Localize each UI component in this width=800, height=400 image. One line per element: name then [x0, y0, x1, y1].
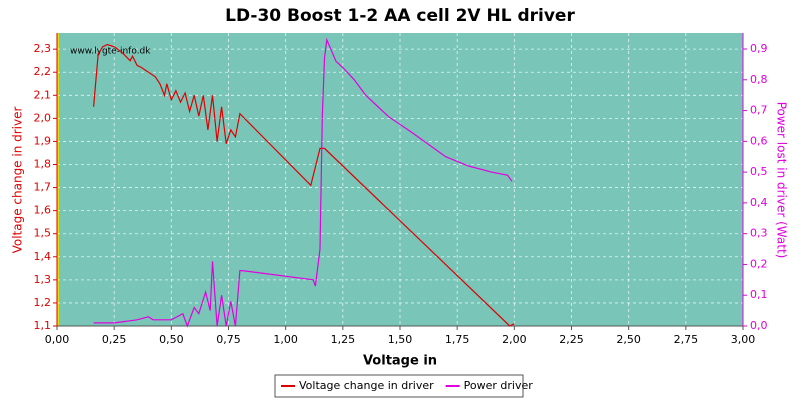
y-tick-label: 1,2: [34, 296, 52, 309]
legend-label: Voltage change in driver: [299, 379, 434, 392]
y-tick-label: 1,4: [34, 250, 52, 263]
y-tick-label: 2,2: [34, 65, 52, 78]
x-axis-label: Voltage in: [363, 354, 437, 369]
y2-tick-label: 0,0: [750, 319, 768, 332]
y2-tick-label: 0,5: [750, 165, 768, 178]
legend-label: Power driver: [464, 379, 534, 392]
y-tick-label: 1,9: [34, 134, 52, 147]
x-tick-label: 1,50: [388, 333, 413, 346]
y-tick-label: 2,0: [34, 111, 52, 124]
x-tick-label: 0,50: [159, 333, 184, 346]
y2-tick-label: 0,6: [750, 134, 768, 147]
series-line: [93, 37, 513, 328]
x-tick-label: 0,25: [102, 333, 127, 346]
y2-tick-label: 0,4: [750, 196, 768, 209]
x-tick-label: 2,25: [559, 333, 584, 346]
y-tick-label: 1,7: [34, 181, 52, 194]
legend-box: [274, 374, 524, 398]
x-tick-label: 2,50: [616, 333, 641, 346]
y-tick-label: 1,8: [34, 158, 52, 171]
x-tick-label: 1,75: [445, 333, 470, 346]
x-tick-label: 2,75: [674, 333, 699, 346]
y2-tick-label: 0,3: [750, 227, 768, 240]
y2-tick-label: 0,9: [750, 42, 768, 55]
chart-title: LD-30 Boost 1-2 AA cell 2V HL driver: [225, 6, 575, 26]
y2-tick-label: 0,8: [750, 73, 768, 86]
y2-tick-label: 0,2: [750, 257, 768, 270]
x-tick-label: 1,25: [331, 333, 356, 346]
y-tick-label: 1,6: [34, 204, 52, 217]
x-tick-label: 3,00: [731, 333, 756, 346]
y-tick-label: 2,3: [34, 42, 52, 55]
y-tick-label: 1,1: [34, 319, 52, 332]
x-tick-label: 0,00: [45, 333, 70, 346]
watermark: www.lygte-info.dk: [70, 47, 151, 57]
y-axis-label: Voltage change in driver: [11, 107, 25, 254]
y2-axis-label: Power lost in driver (Watt): [775, 102, 789, 259]
y-tick-label: 2,1: [34, 88, 52, 101]
y-tick-label: 1,3: [34, 273, 52, 286]
y2-tick-label: 0,7: [750, 104, 768, 117]
x-tick-label: 1,00: [273, 333, 298, 346]
series-line: [93, 43, 515, 327]
x-tick-label: 2,00: [502, 333, 527, 346]
y2-tick-label: 0,1: [750, 288, 768, 301]
y-tick-label: 1,5: [34, 227, 52, 240]
x-tick-label: 0,75: [216, 333, 241, 346]
